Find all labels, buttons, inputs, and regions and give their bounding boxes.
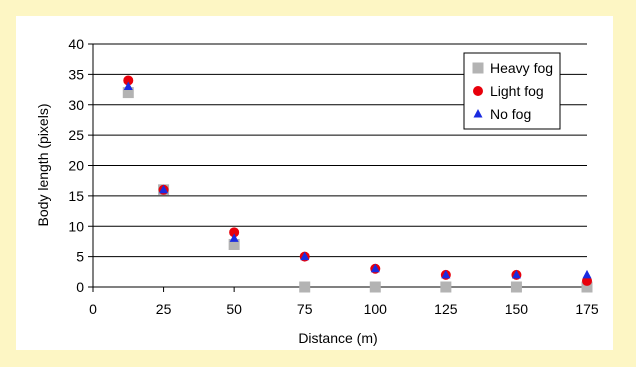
point-no-fog — [441, 269, 451, 279]
legend-marker-heavy-fog — [472, 62, 484, 74]
y-tick-label: 0 — [76, 279, 84, 295]
tick-labels: 0 5 10 15 20 25 30 35 40 0 25 50 75 100 125 150 175 — [68, 36, 598, 317]
point-no-fog — [229, 233, 239, 242]
point-heavy-fog — [299, 281, 311, 293]
y-tick-label: 25 — [68, 127, 84, 143]
legend: Heavy fog Light fog No fog — [463, 52, 561, 130]
point-heavy-fog — [369, 281, 381, 293]
point-heavy-fog — [440, 281, 452, 293]
y-tick-label: 5 — [76, 249, 84, 265]
point-heavy-fog — [510, 281, 522, 293]
point-no-fog — [123, 81, 133, 91]
x-tick-label: 100 — [364, 301, 388, 317]
y-axis-label: Body length (pixels) — [35, 104, 51, 227]
x-tick-label: 0 — [89, 301, 97, 317]
point-no-fog — [159, 184, 169, 194]
point-no-fog — [370, 263, 380, 273]
y-tick-label: 30 — [68, 97, 84, 113]
point-no-fog — [300, 251, 310, 261]
point-no-fog — [582, 269, 592, 279]
x-tick-label: 75 — [297, 301, 313, 317]
legend-marker-light-fog — [473, 86, 483, 96]
axes — [88, 43, 588, 292]
legend-label-heavy-fog: Heavy fog — [490, 60, 553, 76]
x-axis-label: Distance (m) — [298, 330, 377, 346]
point-light-fog — [123, 75, 134, 86]
point-no-fog — [511, 269, 521, 279]
y-tick-label: 20 — [68, 158, 84, 174]
point-light-fog — [229, 227, 240, 238]
point-heavy-fog — [122, 87, 134, 99]
y-tick-label: 10 — [68, 218, 84, 234]
x-tick-label: 150 — [505, 301, 529, 317]
point-heavy-fog — [581, 281, 593, 293]
x-tick-label: 175 — [575, 301, 599, 317]
legend-label-no-fog: No fog — [490, 106, 531, 122]
legend-marker-no-fog — [473, 109, 483, 118]
point-heavy-fog — [228, 238, 240, 250]
y-tick-label: 35 — [68, 66, 84, 82]
legend-label-light-fog: Light fog — [490, 83, 544, 99]
x-tick-label: 25 — [156, 301, 172, 317]
x-tick-label: 125 — [434, 301, 458, 317]
y-tick-label: 15 — [68, 188, 84, 204]
x-tick-label: 50 — [226, 301, 242, 317]
data-points — [122, 75, 593, 293]
y-tick-label: 40 — [68, 36, 84, 52]
point-light-fog — [582, 275, 592, 286]
